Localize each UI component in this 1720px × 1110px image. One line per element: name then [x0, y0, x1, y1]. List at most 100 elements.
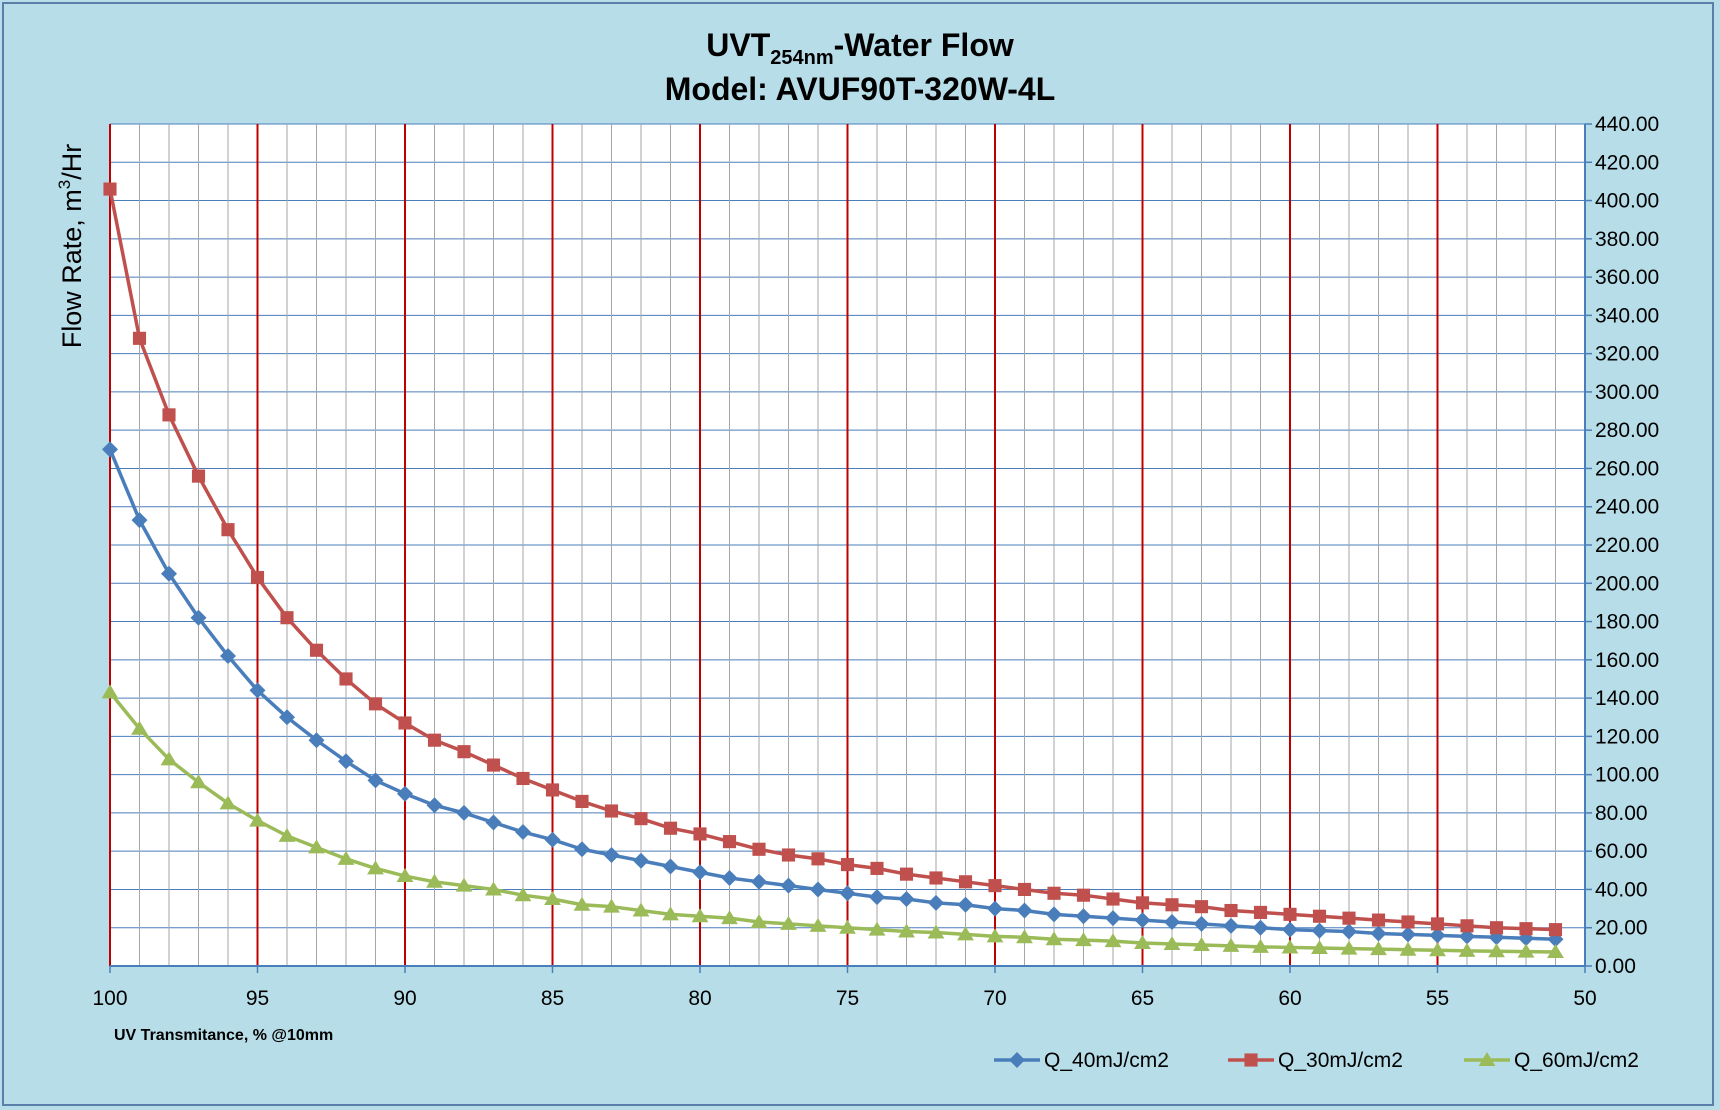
data-point [190, 609, 207, 626]
data-point [662, 906, 679, 921]
y-tick-label: 340.00 [1595, 304, 1659, 327]
data-point [811, 852, 825, 866]
data-point [840, 858, 855, 872]
data-point [367, 772, 384, 789]
y-tick-label: 300.00 [1595, 381, 1659, 404]
data-point [1223, 917, 1239, 934]
data-point [1342, 911, 1356, 925]
data-point [1075, 932, 1092, 947]
x-tick-label: 50 [1573, 987, 1596, 1010]
legend-marker [1244, 1053, 1258, 1067]
data-point [603, 847, 620, 864]
x-axis-title: UV Transmitance, % @10mm [114, 1027, 333, 1044]
data-point [987, 900, 1003, 917]
data-point [308, 839, 325, 854]
x-tick-label: 80 [688, 987, 711, 1010]
data-point [455, 877, 473, 892]
data-point [632, 902, 650, 917]
data-point [574, 841, 590, 858]
data-point [988, 879, 1002, 893]
data-point [1135, 896, 1150, 910]
data-point [220, 647, 236, 664]
data-point [219, 795, 237, 810]
data-point [899, 867, 914, 881]
data-point [131, 512, 148, 529]
data-point [485, 814, 502, 831]
data-point [1046, 906, 1062, 923]
series-2 [101, 684, 1564, 959]
data-point [839, 885, 856, 902]
data-point [102, 441, 118, 458]
series-1 [103, 182, 1563, 937]
data-point [1283, 907, 1297, 921]
data-point [752, 842, 766, 856]
data-point [426, 873, 443, 888]
y-tick-label: 20.00 [1595, 917, 1648, 940]
data-point [750, 913, 768, 928]
data-point [869, 889, 885, 906]
data-point [1253, 905, 1268, 919]
data-point [191, 469, 206, 483]
data-point [1311, 922, 1328, 939]
data-point [810, 881, 826, 898]
data-point [1164, 913, 1180, 930]
y-tick-label: 360.00 [1595, 266, 1659, 289]
y-tick-label: 240.00 [1595, 496, 1659, 519]
data-point [1371, 913, 1386, 927]
data-point [692, 864, 708, 881]
data-point [544, 891, 561, 906]
y-tick-label: 120.00 [1595, 725, 1659, 748]
data-point [1401, 915, 1415, 929]
data-point [308, 732, 325, 749]
data-point [1458, 942, 1476, 957]
series-0 [102, 441, 1564, 948]
data-point [1370, 925, 1387, 942]
data-point [1165, 898, 1179, 912]
data-point [1134, 935, 1151, 950]
data-point [1047, 886, 1061, 900]
data-point [573, 896, 591, 911]
data-point [1429, 927, 1446, 944]
chart-title: UVT254nm-Water Flow Model: AVUF90T-320W-… [665, 27, 1056, 107]
legend-entry: Q_60mJ/cm2 [1464, 1049, 1639, 1072]
data-point [927, 924, 945, 939]
data-point [1045, 931, 1063, 946]
x-tick-label: 90 [393, 987, 416, 1010]
svg-text:UVT254nm-Water Flow: UVT254nm-Water Flow [706, 27, 1014, 69]
data-point [634, 812, 648, 826]
data-point [1341, 923, 1357, 940]
data-point [486, 758, 501, 772]
y-axis-title: Flow Rate, m3/Hr [55, 144, 87, 349]
data-point [928, 894, 944, 911]
data-point [426, 797, 443, 814]
x-tick-label: 70 [983, 987, 1006, 1010]
data-point [898, 923, 915, 938]
data-point [250, 570, 265, 585]
y-tick-label: 380.00 [1595, 228, 1659, 251]
x-tick-label: 85 [541, 987, 564, 1010]
y-tick-label: 100.00 [1595, 764, 1659, 787]
data-point [516, 771, 530, 786]
data-point [1429, 942, 1446, 957]
title-main: UVT [706, 27, 770, 63]
y-tick-label: 260.00 [1595, 457, 1659, 480]
x-tick-label: 100 [92, 987, 127, 1010]
legend-label: Q_30mJ/cm2 [1278, 1049, 1403, 1072]
data-point [249, 812, 266, 827]
data-point [1282, 921, 1298, 938]
data-point [337, 850, 355, 865]
data-point [604, 804, 619, 818]
data-point [1134, 912, 1151, 929]
data-point [1312, 909, 1327, 923]
data-point [662, 858, 679, 875]
data-point [1163, 935, 1181, 950]
data-point [309, 643, 324, 657]
data-point [1370, 941, 1387, 956]
data-point [221, 523, 235, 537]
y-tick-label: 0.00 [1595, 955, 1636, 978]
data-point [721, 910, 738, 925]
data-point [1075, 908, 1092, 925]
data-point [101, 684, 119, 699]
data-point [929, 871, 943, 885]
